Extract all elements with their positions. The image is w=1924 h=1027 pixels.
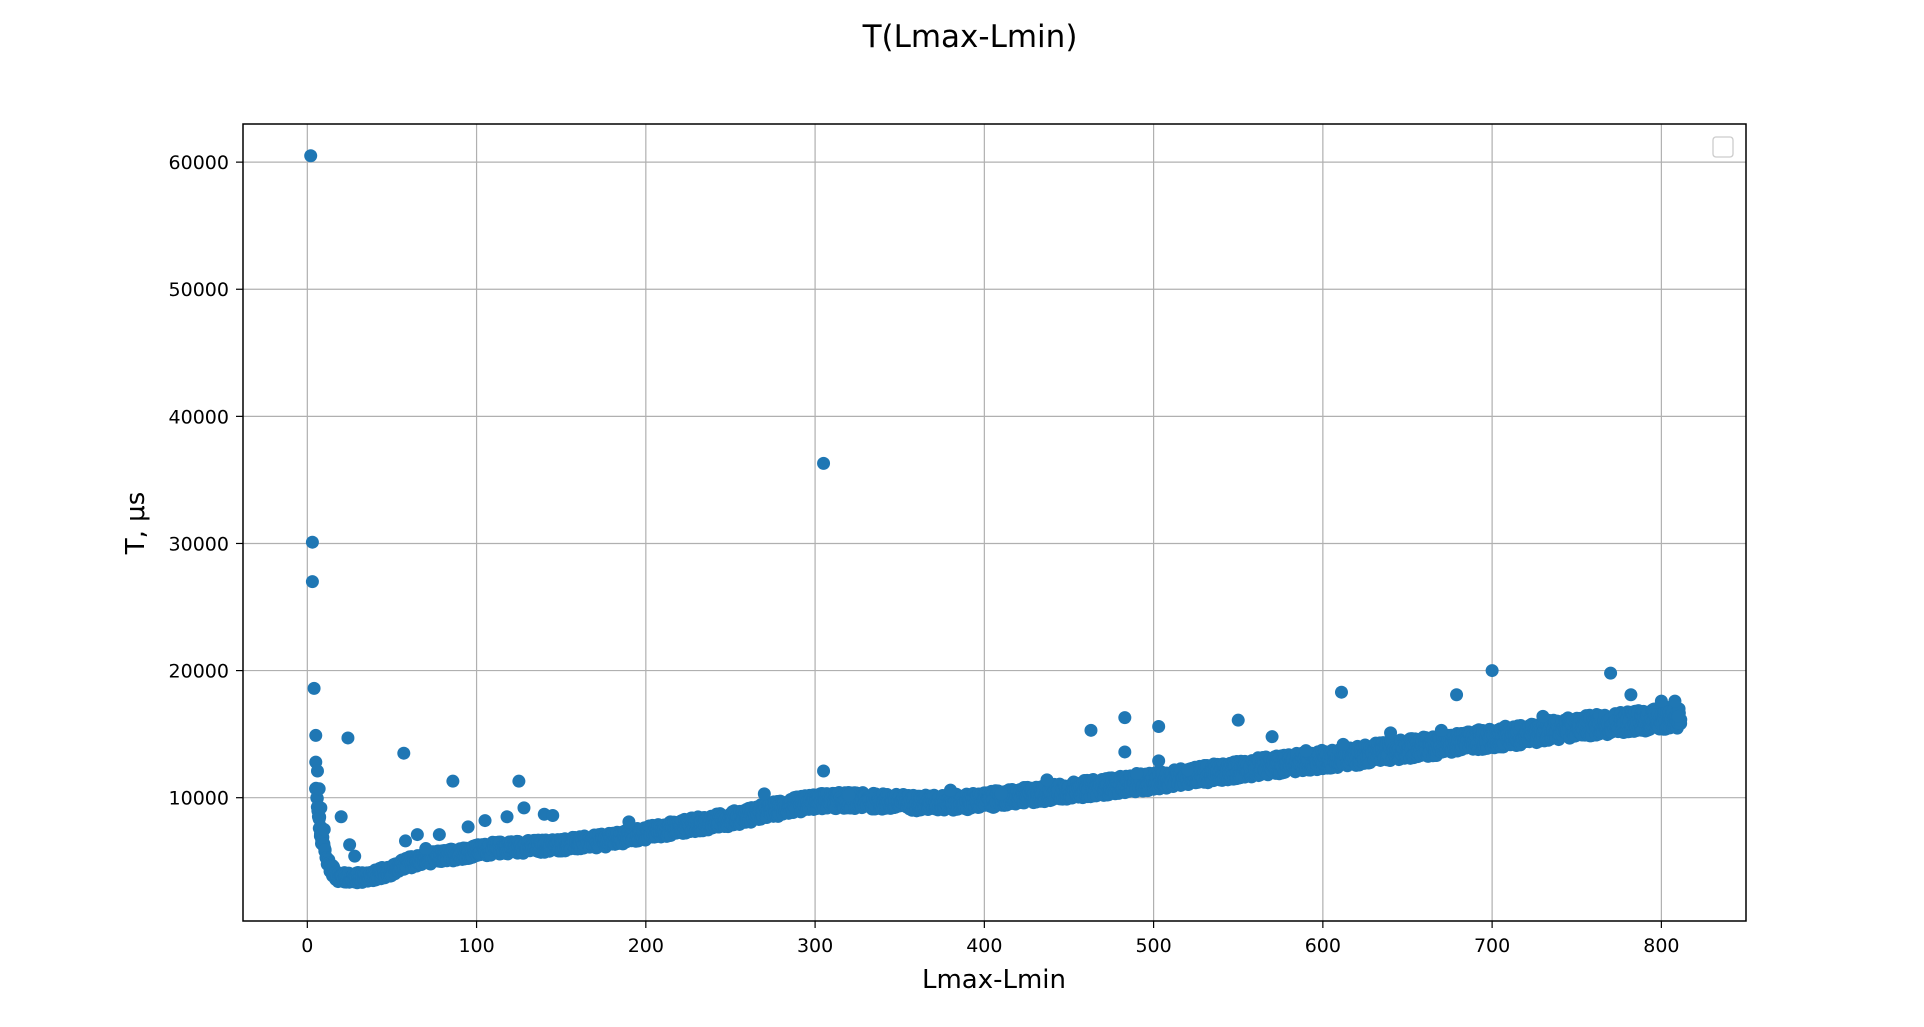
y-tick-label: 10000 [169,788,229,810]
data-point-outlier [1536,709,1550,723]
data-point-outlier [317,822,331,836]
data-point-outlier [546,808,560,822]
x-tick-label: 400 [966,935,1002,957]
data-point-outlier [341,731,355,745]
data-point-outlier [1130,767,1144,781]
data-point-outlier [1384,726,1398,740]
data-point-outlier [1450,688,1464,702]
y-tick-label: 50000 [169,279,229,301]
data-point-outlier [1231,713,1245,727]
data-point-outlier [817,764,831,778]
y-tick-label: 30000 [169,533,229,555]
data-point-outlier [1299,744,1313,758]
data-point-outlier [1434,723,1448,737]
x-tick-label: 200 [628,935,664,957]
x-tick-label: 800 [1643,935,1679,957]
x-tick-label: 100 [458,935,494,957]
data-point-outlier [1152,720,1166,734]
legend-box [1712,136,1734,158]
data-point-outlier [348,849,362,863]
scatter-points [304,149,1688,890]
data-point-outlier [500,810,514,824]
data-point-outlier [304,149,318,163]
data-point-outlier [334,810,348,824]
data-point-outlier [622,815,636,829]
data-point-outlier [310,764,324,778]
x-tick-label: 700 [1474,935,1510,957]
x-tick-label: 0 [301,935,313,957]
y-axis-label: T, μs [121,492,151,556]
data-point-outlier [305,575,319,589]
data-point-outlier [1118,745,1132,759]
data-point-outlier [461,820,475,834]
data-point-outlier [994,787,1008,801]
y-axis-ticks: 10000 20000 30000 40000 50000 60000 [169,152,243,810]
data-point-outlier [397,746,411,760]
data-point-outlier [1180,763,1194,777]
data-point-outlier [512,774,526,788]
data-point-outlier [1334,685,1348,699]
data-point-outlier [314,801,328,815]
data-point-outlier [398,834,412,848]
y-tick-label: 20000 [169,661,229,683]
data-point-outlier [305,535,319,549]
y-tick-label: 40000 [169,406,229,428]
x-tick-label: 300 [797,935,833,957]
data-point-outlier [1040,773,1054,787]
grid-lines [243,124,1746,921]
data-point-outlier [1118,711,1132,725]
x-axis-label: Lmax-Lmin [922,965,1066,995]
data-point-outlier [1485,664,1499,678]
data-point-outlier [943,783,957,797]
y-tick-label: 60000 [169,152,229,174]
data-point-outlier [343,838,357,852]
data-point-outlier [478,814,492,828]
data-point-outlier [1084,723,1098,737]
data-point-outlier [410,828,424,842]
data-point-outlier [432,828,446,842]
data-point-outlier [419,842,433,856]
data-point-outlier [1624,688,1638,702]
data-point-outlier [1152,754,1166,768]
data-point-outlier [1668,694,1682,708]
x-tick-label: 600 [1305,935,1341,957]
data-point-outlier [842,788,856,802]
data-point-outlier [312,782,326,796]
plot-frame [242,123,1747,922]
data-point-outlier [446,774,460,788]
x-axis-ticks: 0 100 200 300 400 500 600 700 800 [301,921,1680,957]
data-point-outlier [757,787,771,801]
data-point-outlier [1336,737,1350,751]
data-point-outlier [817,456,831,470]
data-point-outlier [1265,730,1279,744]
data-point-outlier [307,681,321,695]
data-point-outlier [1604,666,1618,680]
data-point-outlier [1671,709,1685,723]
data-point-outlier [309,728,323,742]
data-point-outlier [517,801,531,815]
chart-title: T(Lmax-Lmin) [862,19,1078,55]
x-tick-label: 500 [1135,935,1171,957]
data-point-outlier [1654,694,1668,708]
